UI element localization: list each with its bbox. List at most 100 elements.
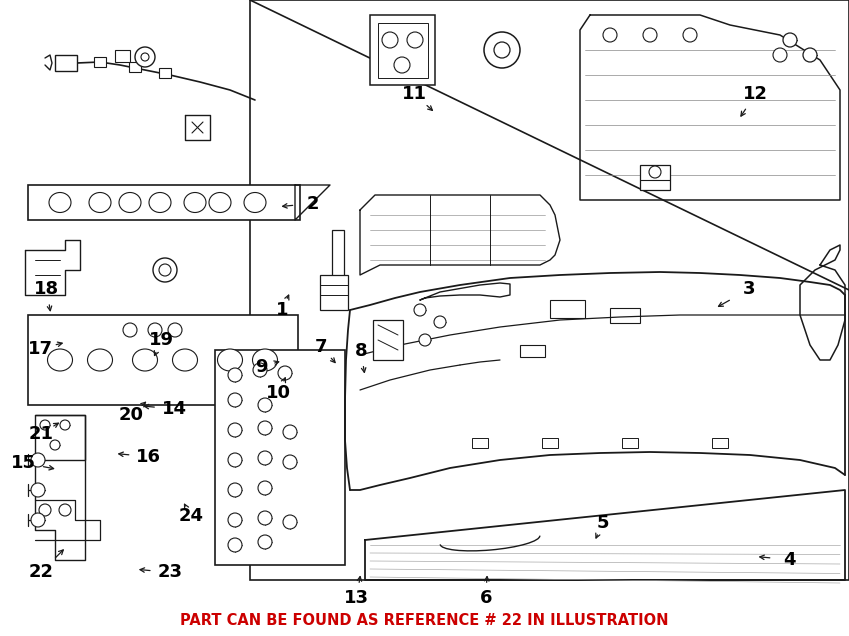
Text: 7: 7: [315, 338, 327, 356]
Circle shape: [59, 504, 71, 516]
Ellipse shape: [49, 193, 71, 212]
Text: 18: 18: [34, 280, 59, 298]
Circle shape: [228, 393, 242, 407]
Bar: [28, 315, 298, 405]
Ellipse shape: [119, 193, 141, 212]
Circle shape: [135, 47, 155, 67]
Text: 16: 16: [136, 448, 161, 466]
Circle shape: [50, 440, 60, 450]
Bar: [640, 165, 670, 190]
Circle shape: [434, 316, 446, 328]
Bar: [712, 438, 728, 448]
Circle shape: [123, 323, 137, 337]
Text: 10: 10: [266, 384, 291, 402]
Circle shape: [773, 48, 787, 62]
Circle shape: [258, 481, 272, 495]
Circle shape: [31, 453, 45, 467]
Text: 4: 4: [784, 551, 796, 569]
Circle shape: [60, 420, 70, 430]
Bar: [378, 23, 428, 78]
Circle shape: [168, 323, 182, 337]
Bar: [542, 438, 558, 448]
Circle shape: [39, 504, 51, 516]
Circle shape: [603, 28, 617, 42]
Bar: [159, 68, 171, 78]
Bar: [610, 308, 640, 323]
Text: 17: 17: [28, 340, 53, 357]
Text: PART CAN BE FOUND AS REFERENCE # 22 IN ILLUSTRATION: PART CAN BE FOUND AS REFERENCE # 22 IN I…: [180, 613, 669, 628]
Circle shape: [258, 451, 272, 465]
Circle shape: [783, 33, 797, 47]
Circle shape: [278, 366, 292, 380]
Bar: [94, 57, 106, 67]
Circle shape: [31, 513, 45, 527]
Circle shape: [414, 304, 426, 316]
Text: 21: 21: [28, 425, 53, 443]
Text: 8: 8: [355, 342, 367, 360]
Circle shape: [494, 42, 510, 58]
Circle shape: [283, 515, 297, 529]
Circle shape: [643, 28, 657, 42]
Text: 24: 24: [178, 508, 204, 525]
Circle shape: [649, 166, 661, 178]
Circle shape: [148, 323, 162, 337]
Bar: [373, 320, 403, 360]
Circle shape: [803, 48, 817, 62]
Circle shape: [228, 423, 242, 437]
Text: 1: 1: [276, 301, 288, 319]
Circle shape: [394, 57, 410, 73]
Circle shape: [228, 513, 242, 527]
Ellipse shape: [87, 349, 113, 371]
Text: 20: 20: [119, 406, 144, 424]
Ellipse shape: [244, 193, 266, 212]
Circle shape: [283, 455, 297, 469]
Bar: [520, 345, 545, 357]
Bar: [55, 55, 77, 71]
Ellipse shape: [149, 193, 171, 212]
Circle shape: [228, 453, 242, 467]
Bar: [370, 15, 435, 85]
Text: 13: 13: [344, 589, 369, 607]
Circle shape: [228, 368, 242, 382]
Circle shape: [283, 425, 297, 439]
Ellipse shape: [184, 193, 206, 212]
Bar: [332, 230, 344, 290]
Text: 9: 9: [256, 358, 267, 376]
Circle shape: [419, 334, 431, 346]
Text: 2: 2: [306, 195, 318, 212]
Bar: [250, 0, 849, 580]
Circle shape: [253, 363, 267, 377]
Bar: [115, 50, 130, 62]
Circle shape: [258, 535, 272, 549]
Bar: [320, 275, 348, 310]
Text: 5: 5: [597, 514, 609, 532]
Bar: [472, 438, 488, 448]
Text: 3: 3: [743, 280, 755, 298]
Text: 23: 23: [157, 563, 183, 581]
Ellipse shape: [89, 193, 111, 212]
Text: 22: 22: [28, 563, 53, 581]
Ellipse shape: [209, 193, 231, 212]
Ellipse shape: [48, 349, 72, 371]
Circle shape: [153, 258, 177, 282]
Circle shape: [228, 483, 242, 497]
Ellipse shape: [217, 349, 243, 371]
Text: 12: 12: [743, 85, 768, 103]
Circle shape: [382, 32, 398, 48]
Ellipse shape: [132, 349, 158, 371]
Circle shape: [159, 264, 171, 276]
Circle shape: [228, 538, 242, 552]
Text: 14: 14: [161, 400, 187, 418]
Bar: [28, 185, 300, 220]
Circle shape: [258, 421, 272, 435]
Bar: [550, 300, 585, 318]
Text: 11: 11: [402, 85, 427, 103]
Circle shape: [141, 53, 149, 61]
Ellipse shape: [172, 349, 198, 371]
Circle shape: [484, 32, 520, 68]
Circle shape: [683, 28, 697, 42]
Circle shape: [31, 483, 45, 497]
Text: 6: 6: [480, 589, 492, 607]
Circle shape: [40, 420, 50, 430]
Circle shape: [407, 32, 423, 48]
